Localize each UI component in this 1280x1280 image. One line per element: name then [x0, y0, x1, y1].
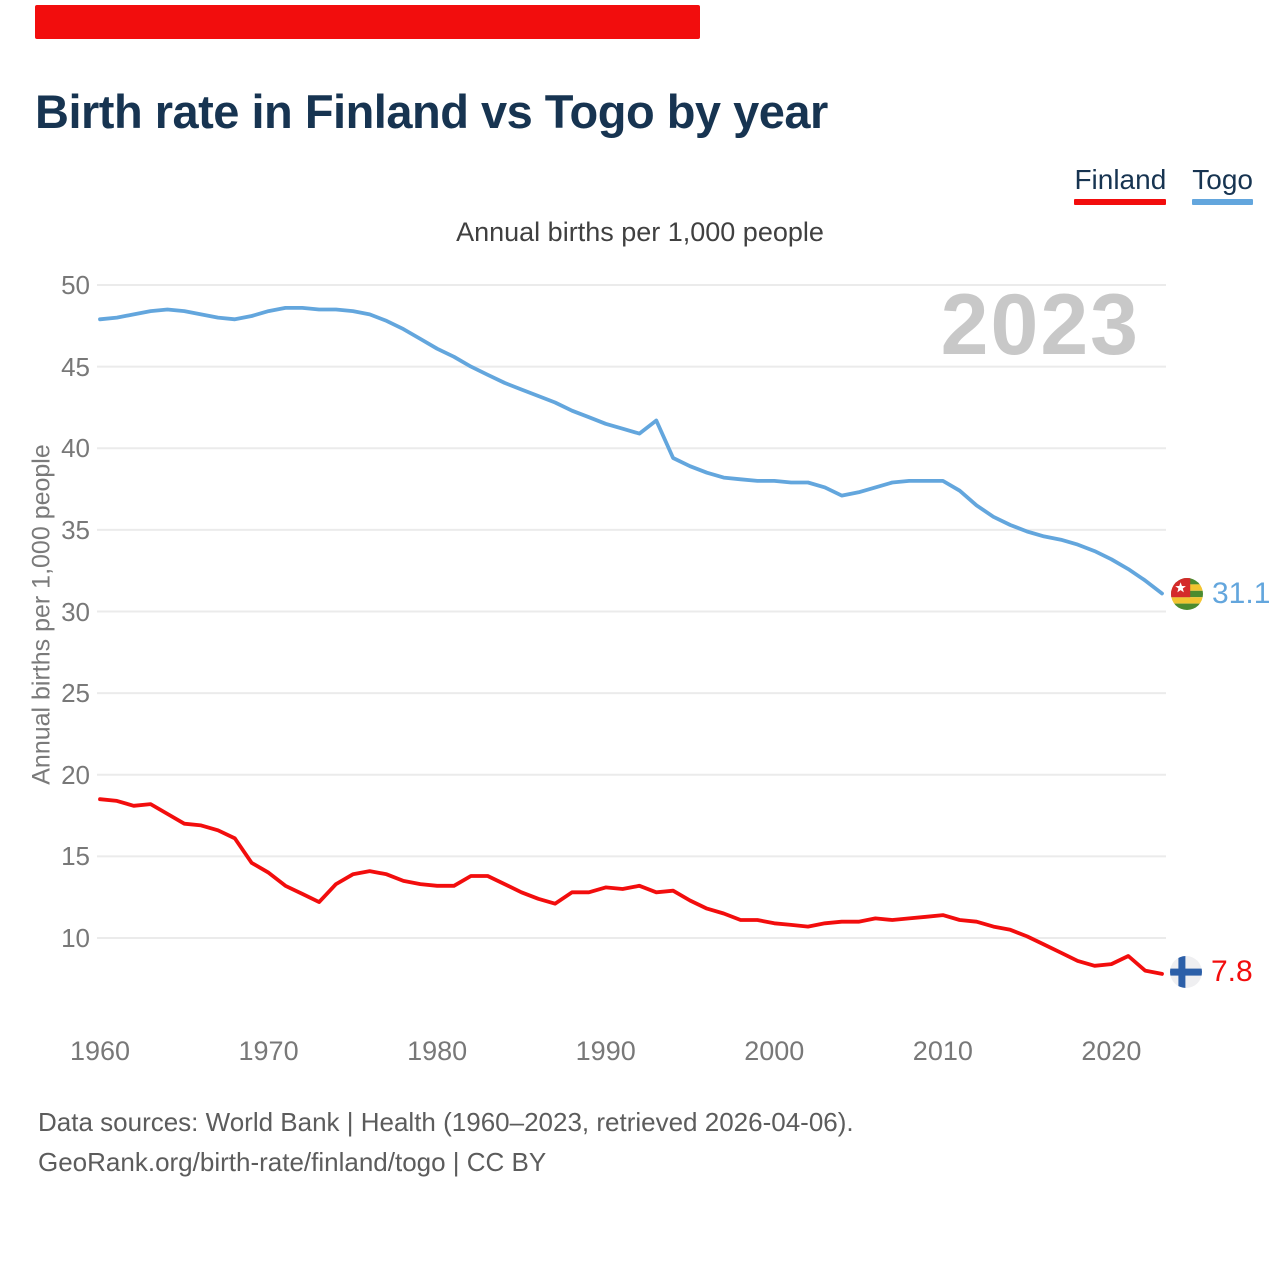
togo-end-value: 31.1 — [1212, 577, 1271, 610]
decorative-red-bar — [35, 5, 700, 39]
y-axis-tick-label: 15 — [61, 841, 90, 872]
togo-flag-icon — [1171, 578, 1203, 610]
togo-end-label: 31.1 — [1171, 577, 1270, 611]
legend-item-finland[interactable]: Finland — [1074, 164, 1167, 205]
legend-underline-togo — [1192, 199, 1253, 205]
series-line-finland — [98, 797, 1164, 976]
footer-attribution: GeoRank.org/birth-rate/finland/togo | CC… — [38, 1147, 547, 1177]
y-axis-tick-label: 30 — [61, 596, 90, 627]
legend-label-togo: Togo — [1192, 164, 1253, 195]
chart-subtitle: Annual births per 1,000 people — [456, 217, 824, 247]
x-axis-tick-label: 2000 — [744, 1036, 805, 1066]
series-line-togo — [98, 305, 1164, 596]
x-axis-tick-label: 2010 — [912, 1036, 973, 1066]
y-axis-tick-label: 40 — [61, 433, 90, 464]
legend-item-togo[interactable]: Togo — [1192, 164, 1253, 205]
legend: Finland Togo — [1074, 164, 1253, 205]
watermark-year: 2023 — [940, 277, 1140, 373]
x-axis-tick-label: 1970 — [238, 1036, 299, 1066]
finland-end-label: 7.8 — [1170, 955, 1253, 989]
y-axis-tick-label: 35 — [61, 514, 90, 545]
legend-underline-finland — [1074, 199, 1167, 205]
finland-end-value: 7.8 — [1211, 955, 1253, 988]
legend-label-finland: Finland — [1074, 164, 1167, 195]
y-axis-tick-label: 25 — [61, 678, 90, 709]
x-axis-tick-label: 1990 — [575, 1036, 636, 1066]
x-axis-tick-label: 1980 — [407, 1036, 468, 1066]
y-axis-tick-label: 20 — [61, 759, 90, 790]
y-axis-tick-label: 50 — [61, 270, 90, 300]
y-axis-tick-label: 45 — [61, 351, 90, 382]
finland-flag-icon — [1170, 956, 1202, 988]
x-axis-tick-label: 1960 — [69, 1036, 131, 1066]
y-axis-tick-label: 10 — [61, 923, 90, 953]
x-axis-tick-label: 2020 — [1081, 1036, 1142, 1066]
footer: Data sources: World Bank | Health (1960–… — [38, 1102, 854, 1182]
page-title: Birth rate in Finland vs Togo by year — [35, 85, 828, 138]
footer-data-sources: Data sources: World Bank | Health (1960–… — [38, 1107, 854, 1137]
